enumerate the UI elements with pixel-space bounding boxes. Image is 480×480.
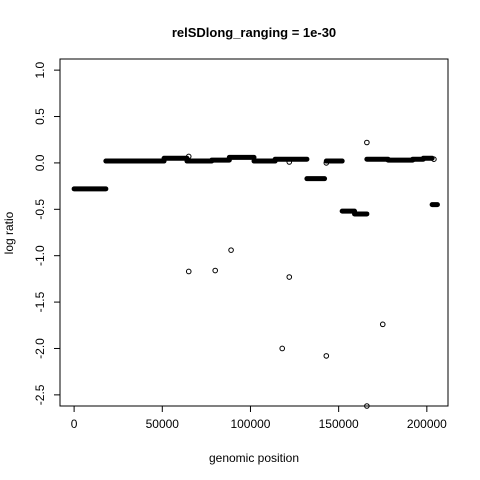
x-tick-label: 50000 xyxy=(146,417,180,431)
data-point xyxy=(323,160,330,166)
data-point xyxy=(185,153,192,160)
y-axis-label: log ratio xyxy=(2,211,16,254)
data-point xyxy=(364,139,370,146)
data-point xyxy=(212,267,218,274)
x-axis: 0 50000 100000 150000 200000 xyxy=(71,406,447,431)
data-point xyxy=(286,274,293,280)
data-point xyxy=(323,353,330,359)
y-tick-label: -2.5 xyxy=(33,384,47,405)
chart-title: relSDlong_ranging = 1e-30 xyxy=(172,25,336,40)
y-tick-label: -2.0 xyxy=(33,338,47,359)
plot-frame xyxy=(59,58,449,407)
y-tick-label: 0.5 xyxy=(33,108,47,125)
x-tick-label: 200000 xyxy=(407,417,447,431)
y-tick-label: -1.5 xyxy=(33,291,47,312)
y-axis: -2.5 -2.0 -1.5 -1.0 -0.5 0.0 0.5 1.0 xyxy=(33,61,60,405)
y-tick-label: 0.0 xyxy=(33,154,47,171)
data-point xyxy=(364,403,370,409)
data-point xyxy=(379,321,386,328)
x-axis-label: genomic position xyxy=(209,451,299,465)
x-tick-label: 150000 xyxy=(319,417,359,431)
x-tick-label: 100000 xyxy=(230,417,270,431)
y-tick-label: 1.0 xyxy=(33,61,47,78)
data-point xyxy=(228,247,234,253)
data-point xyxy=(279,345,286,352)
data-series xyxy=(71,139,440,409)
x-tick-label: 0 xyxy=(71,417,78,431)
data-point xyxy=(185,268,192,275)
data-point xyxy=(431,156,437,163)
data-point xyxy=(286,159,293,165)
y-tick-label: -1.0 xyxy=(33,245,47,266)
y-tick-label: -0.5 xyxy=(33,199,47,220)
